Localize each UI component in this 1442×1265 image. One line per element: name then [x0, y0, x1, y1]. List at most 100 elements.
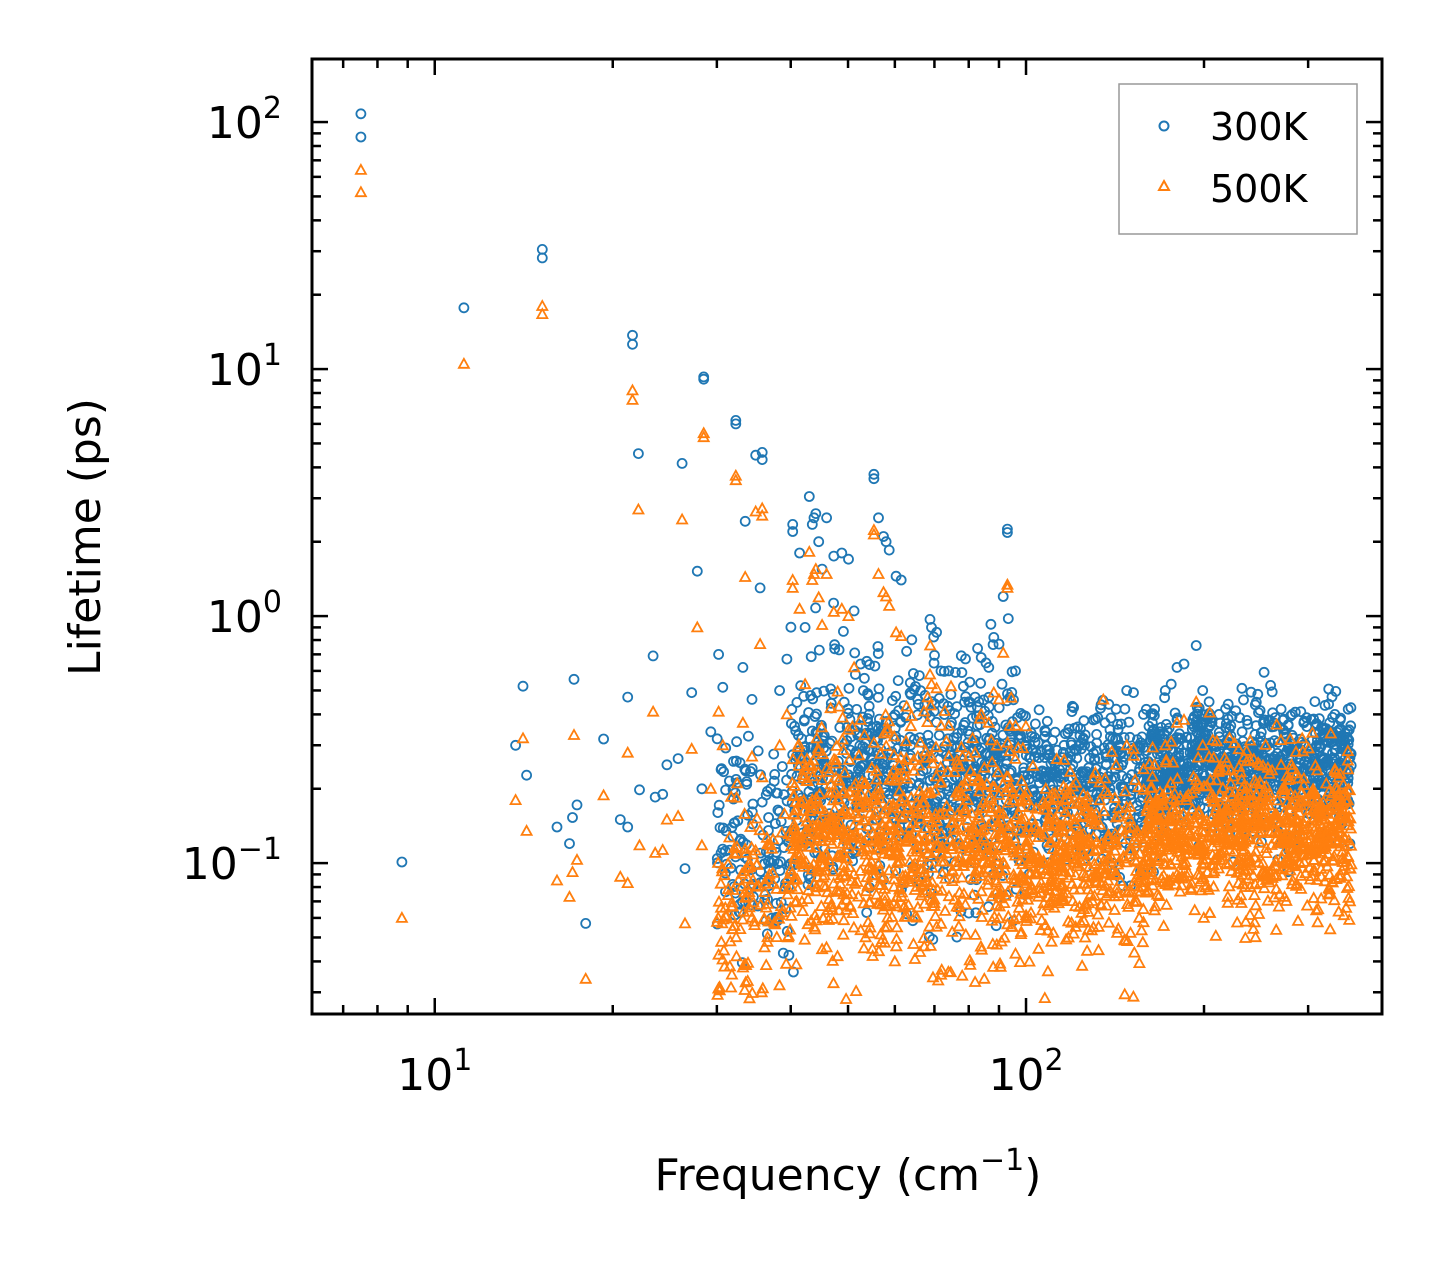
point-500K: [835, 897, 849, 910]
point-500K: [908, 869, 922, 882]
point-300K: [1079, 767, 1091, 779]
point-300K: [661, 759, 673, 771]
point-500K: [1207, 879, 1221, 892]
legend-label-500K: 500K: [1210, 167, 1309, 211]
point-500K: [1258, 810, 1272, 822]
point-300K: [1315, 741, 1327, 753]
point-500K: [871, 567, 886, 579]
point-500K: [721, 857, 735, 869]
point-300K: [1017, 709, 1029, 721]
point-300K: [1160, 719, 1172, 730]
point-300K: [1157, 774, 1169, 785]
point-500K: [1302, 741, 1316, 754]
point-500K: [812, 830, 826, 843]
point-300K: [799, 622, 811, 633]
point-500K: [1332, 904, 1346, 917]
point-500K: [879, 707, 893, 720]
point-500K: [1007, 845, 1021, 858]
point-500K: [1275, 851, 1289, 864]
point-300K: [959, 696, 970, 708]
point-500K: [1061, 914, 1075, 927]
point-500K: [810, 860, 825, 873]
point-300K: [760, 789, 772, 801]
point-500K: [1286, 846, 1300, 859]
point-300K: [980, 657, 992, 669]
point-500K: [1040, 802, 1054, 815]
point-500K: [1274, 733, 1288, 745]
point-500K: [980, 846, 994, 859]
point-500K: [968, 975, 982, 987]
point-500K: [913, 799, 927, 812]
point-500K: [851, 889, 865, 902]
point-500K: [1109, 757, 1123, 770]
point-500K: [759, 900, 773, 913]
point-500K: [900, 699, 914, 712]
point-500K: [1229, 794, 1243, 807]
point-500K: [854, 713, 868, 725]
point-500K: [1025, 800, 1039, 813]
point-300K: [965, 701, 977, 713]
point-300K: [1323, 698, 1334, 710]
point-500K: [908, 909, 922, 921]
point-500K: [827, 876, 841, 889]
point-300K: [1301, 712, 1312, 724]
point-500K: [847, 830, 861, 843]
point-500K: [817, 878, 831, 891]
point-500K: [958, 897, 972, 910]
point-300K: [892, 675, 904, 686]
point-500K: [1151, 854, 1166, 866]
point-500K: [1248, 773, 1262, 786]
point-500K: [889, 772, 903, 785]
point-300K: [1081, 778, 1093, 790]
point-500K: [978, 801, 992, 814]
point-500K: [913, 945, 927, 957]
point-500K: [1132, 956, 1146, 968]
point-500K: [857, 813, 871, 826]
point-500K: [1099, 898, 1114, 911]
point-500K: [975, 902, 990, 915]
point-300K: [827, 688, 839, 700]
point-500K: [1012, 806, 1026, 819]
point-500K: [1337, 859, 1352, 871]
point-300K: [1265, 680, 1276, 691]
point-500K: [660, 812, 674, 825]
point-500K: [903, 820, 917, 833]
point-500K: [1270, 867, 1284, 880]
point-500K: [1329, 872, 1343, 884]
point-500K: [916, 861, 930, 874]
point-500K: [1108, 843, 1122, 856]
point-500K: [814, 899, 828, 911]
point-500K: [1305, 725, 1319, 738]
point-300K: [732, 815, 744, 827]
point-500K: [1280, 795, 1294, 808]
point-500K: [893, 848, 908, 861]
point-300K: [772, 804, 784, 816]
point-300K: [913, 670, 925, 681]
point-500K: [867, 735, 881, 748]
point-500K: [1022, 954, 1036, 967]
point-500K: [857, 941, 871, 954]
point-300K: [1330, 744, 1341, 756]
point-300K: [754, 582, 766, 594]
point-500K: [798, 677, 812, 690]
point-500K: [787, 817, 801, 830]
point-500K: [906, 937, 921, 949]
point-500K: [1231, 817, 1245, 829]
point-300K: [1323, 683, 1335, 695]
point-300K: [712, 807, 724, 818]
point-500K: [908, 952, 922, 964]
point-500K: [1181, 865, 1195, 878]
point-500K: [1101, 787, 1115, 799]
point-500K: [724, 980, 738, 993]
point-500K: [1143, 781, 1158, 793]
point-300K: [848, 605, 860, 617]
point-500K: [1213, 787, 1227, 800]
point-500K: [920, 715, 935, 727]
point-500K: [1236, 820, 1250, 833]
point-500K: [1084, 810, 1098, 822]
point-500K: [807, 857, 821, 870]
point-300K: [781, 925, 793, 937]
point-500K: [1100, 841, 1114, 854]
point-500K: [1148, 807, 1162, 820]
point-300K: [798, 715, 810, 727]
